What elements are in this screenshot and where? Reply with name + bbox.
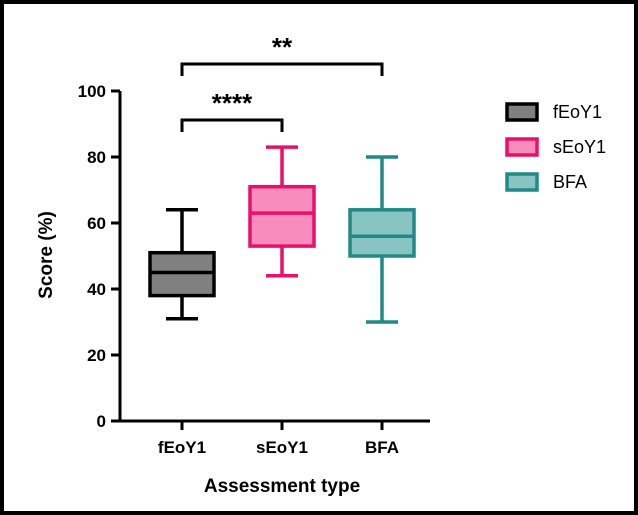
y-tick-label: 60 xyxy=(87,214,106,233)
y-tick-label: 80 xyxy=(87,148,106,167)
box-iqr xyxy=(248,184,316,248)
y-tick-label: 40 xyxy=(87,280,106,299)
y-tick-label: 0 xyxy=(97,412,106,431)
x-tick-label: sEoY1 xyxy=(256,438,308,457)
boxes xyxy=(148,145,416,324)
box-iqr xyxy=(348,208,416,258)
legend-label: sEoY1 xyxy=(553,137,606,157)
legend-swatch xyxy=(505,172,539,192)
axes: 0 20 40 60 80 100 fEoY1 sEoY1 BFA xyxy=(78,82,430,457)
y-tick-label: 20 xyxy=(87,346,106,365)
significance-bracket: ** xyxy=(180,32,384,76)
significance-label: **** xyxy=(212,88,253,118)
legend-label: fEoY1 xyxy=(553,102,602,122)
legend: fEoY1 sEoY1 BFA xyxy=(505,102,606,192)
bracket-line xyxy=(180,62,384,76)
y-tick-label: 100 xyxy=(78,82,106,101)
box-sEoY1 xyxy=(248,145,316,278)
y-axis-title: Score (%) xyxy=(36,211,57,299)
legend-item-BFA: BFA xyxy=(505,172,587,192)
legend-swatch xyxy=(505,102,539,122)
legend-item-sEoY1: sEoY1 xyxy=(505,137,606,157)
legend-item-fEoY1: fEoY1 xyxy=(505,102,602,122)
legend-swatch xyxy=(505,137,539,157)
x-tick-label: fEoY1 xyxy=(158,438,206,457)
x-tick-label: BFA xyxy=(365,438,399,457)
significance-label: ** xyxy=(272,32,293,62)
legend-label: BFA xyxy=(553,172,587,192)
x-axis-title: Assessment type xyxy=(204,476,360,497)
significance-brackets: ****** xyxy=(180,32,384,132)
box-BFA xyxy=(348,155,416,324)
box-fEoY1 xyxy=(148,208,216,321)
bracket-line xyxy=(180,118,284,132)
significance-bracket: **** xyxy=(180,88,284,132)
